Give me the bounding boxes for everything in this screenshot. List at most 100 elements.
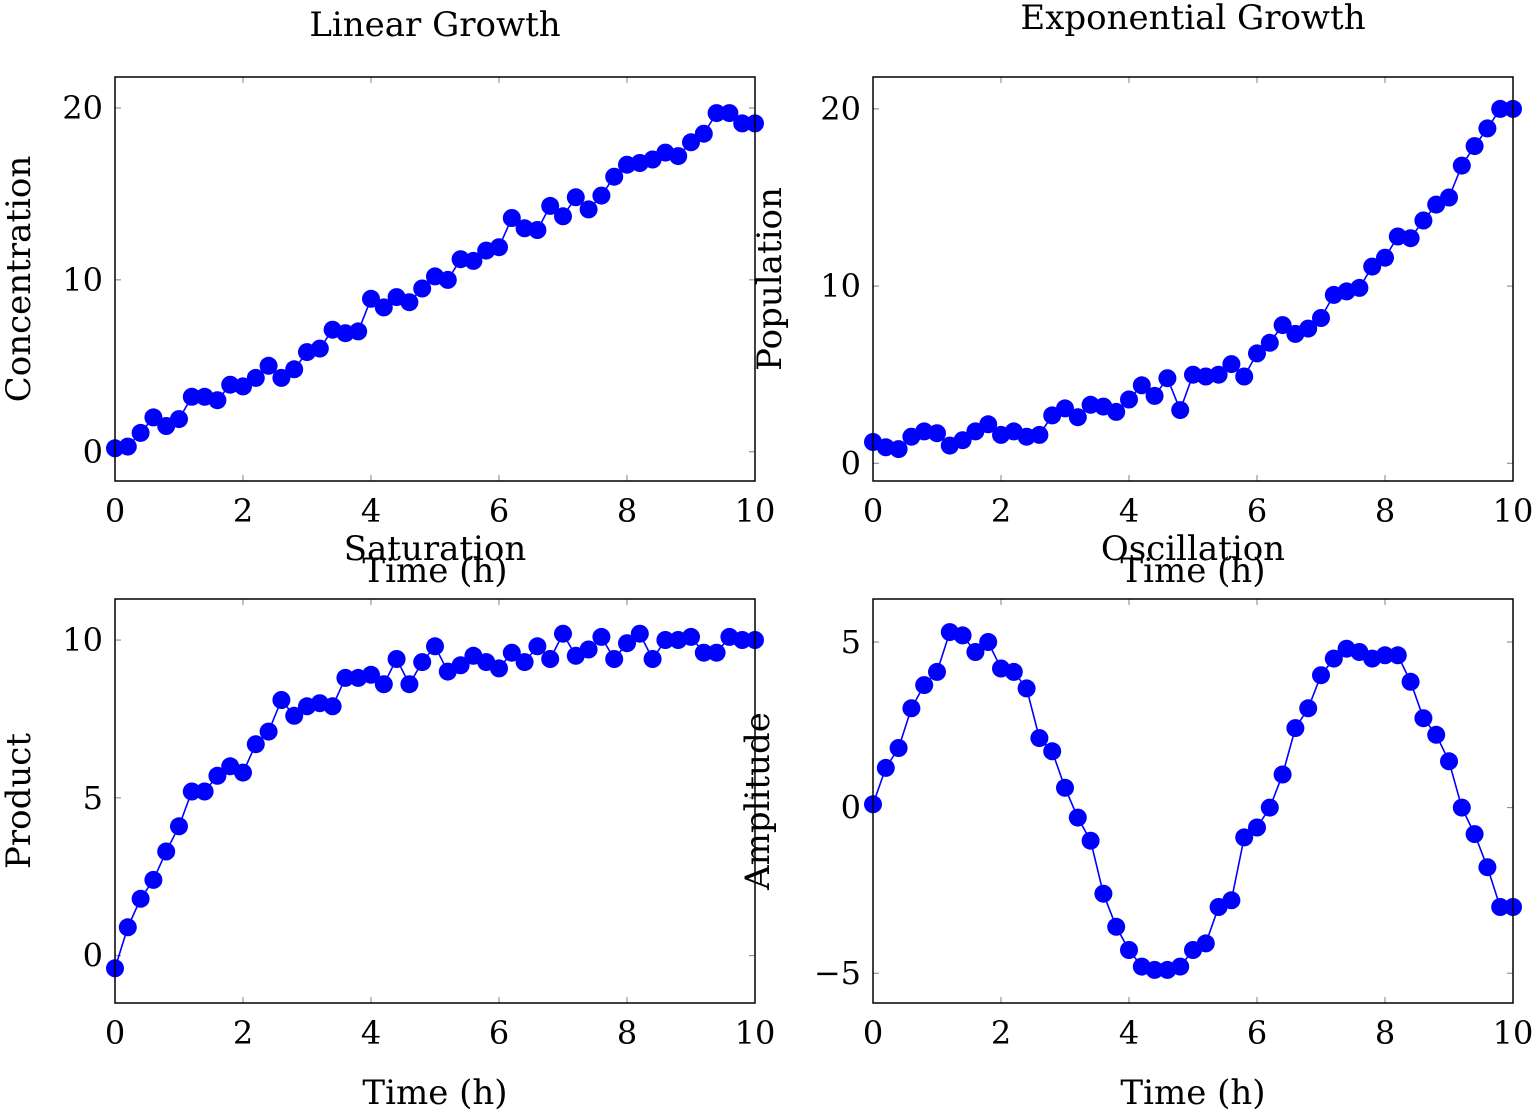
data-point bbox=[682, 627, 700, 646]
data-point bbox=[1491, 99, 1510, 118]
data-point bbox=[1401, 229, 1420, 248]
data-point bbox=[592, 186, 611, 205]
plot-title: Linear Growth bbox=[309, 5, 560, 45]
x-tick-label: 2 bbox=[233, 1014, 253, 1052]
data-point bbox=[1068, 808, 1087, 827]
x-tick-label: 2 bbox=[233, 492, 253, 530]
data-point bbox=[426, 637, 444, 656]
data-point bbox=[902, 699, 921, 718]
data-point bbox=[966, 643, 985, 661]
data-point bbox=[272, 368, 291, 387]
data-point bbox=[1056, 399, 1074, 418]
data-point bbox=[400, 293, 419, 312]
data-point bbox=[1350, 278, 1369, 297]
data-point bbox=[707, 643, 726, 662]
data-point bbox=[1094, 884, 1113, 903]
y-tick-label: 0 bbox=[841, 789, 861, 827]
data-point bbox=[170, 817, 188, 836]
x-tick-label: 8 bbox=[617, 1014, 637, 1052]
data-point bbox=[349, 322, 368, 341]
data-point bbox=[1030, 729, 1049, 748]
y-axis-label: Concentration bbox=[0, 156, 39, 403]
y-tick-label: 0 bbox=[83, 433, 103, 471]
x-tick-label: 0 bbox=[863, 492, 883, 530]
data-point bbox=[979, 633, 998, 651]
data-point bbox=[720, 104, 739, 123]
data-point bbox=[1248, 818, 1266, 837]
y-tick-label: 20 bbox=[820, 90, 861, 128]
x-tick-label: 6 bbox=[489, 492, 509, 530]
data-point bbox=[182, 387, 201, 406]
data-point bbox=[1222, 891, 1241, 910]
data-point bbox=[182, 782, 201, 801]
data-point bbox=[733, 114, 752, 133]
data-point bbox=[928, 662, 946, 681]
data-point bbox=[1478, 858, 1497, 877]
data-point bbox=[1145, 386, 1164, 405]
data-point bbox=[131, 423, 150, 442]
data-point bbox=[118, 437, 137, 456]
data-point bbox=[1452, 798, 1471, 817]
y-tick-label: 10 bbox=[62, 261, 103, 299]
data-point bbox=[208, 766, 227, 785]
data-point bbox=[889, 440, 908, 459]
data-point bbox=[1376, 248, 1394, 267]
data-point bbox=[1107, 917, 1126, 936]
x-tick-label: 4 bbox=[1119, 1014, 1139, 1052]
data-point bbox=[1363, 257, 1382, 276]
data-point bbox=[528, 637, 547, 656]
data-point bbox=[374, 675, 393, 694]
plot-frame bbox=[872, 76, 1514, 482]
data-point bbox=[1260, 798, 1279, 817]
x-tick-label: 6 bbox=[489, 1014, 509, 1052]
plot-2: 0 2 4 6 8 10 0 10 20 Exponential Growth Time (h) Po… bbox=[750, 0, 1532, 591]
x-tick-label: 4 bbox=[1119, 492, 1139, 530]
data-point bbox=[1081, 831, 1100, 850]
data-point bbox=[285, 706, 304, 725]
data-point bbox=[915, 676, 934, 695]
data-point bbox=[246, 368, 265, 387]
data-point bbox=[502, 209, 521, 227]
data-point bbox=[1171, 957, 1190, 976]
x-tick-label: 8 bbox=[1375, 1014, 1395, 1052]
data-point bbox=[1414, 211, 1433, 230]
x-axis-label: Time (h) bbox=[1120, 551, 1265, 591]
x-tick-label: 6 bbox=[1247, 492, 1267, 530]
data-point bbox=[400, 675, 419, 694]
y-tick-label: 20 bbox=[62, 89, 103, 127]
data-point bbox=[643, 650, 662, 668]
data-point bbox=[1209, 365, 1228, 384]
data-point bbox=[246, 735, 265, 754]
data-point bbox=[682, 133, 700, 152]
x-tick-label: 4 bbox=[361, 1014, 381, 1052]
data-point bbox=[733, 631, 752, 649]
data-point bbox=[1401, 672, 1420, 691]
data-point bbox=[1312, 309, 1330, 327]
data-point bbox=[490, 659, 508, 678]
data-point bbox=[1158, 369, 1177, 388]
data-point bbox=[694, 643, 713, 662]
x-tick-label: 10 bbox=[1493, 1014, 1532, 1052]
data-point bbox=[413, 279, 432, 298]
data-point bbox=[208, 391, 227, 410]
data-point bbox=[579, 640, 598, 659]
data-point bbox=[554, 624, 572, 643]
data-point bbox=[605, 650, 624, 668]
data-point bbox=[170, 410, 188, 429]
data-point bbox=[979, 415, 998, 434]
data-point bbox=[1465, 137, 1484, 156]
data-point bbox=[630, 624, 649, 643]
data-point bbox=[234, 763, 252, 782]
data-point bbox=[490, 238, 508, 257]
data-point bbox=[144, 408, 163, 427]
x-tick-label: 10 bbox=[735, 492, 776, 530]
plot-title: Oscillation bbox=[1101, 529, 1285, 569]
data-point bbox=[502, 643, 521, 662]
x-axis-label: Time (h) bbox=[1120, 1073, 1265, 1113]
series-line bbox=[872, 108, 1513, 450]
y-tick-label: 5 bbox=[83, 779, 103, 817]
series-line bbox=[114, 632, 755, 969]
data-point bbox=[1030, 425, 1049, 444]
y-tick-label: −5 bbox=[814, 954, 861, 992]
